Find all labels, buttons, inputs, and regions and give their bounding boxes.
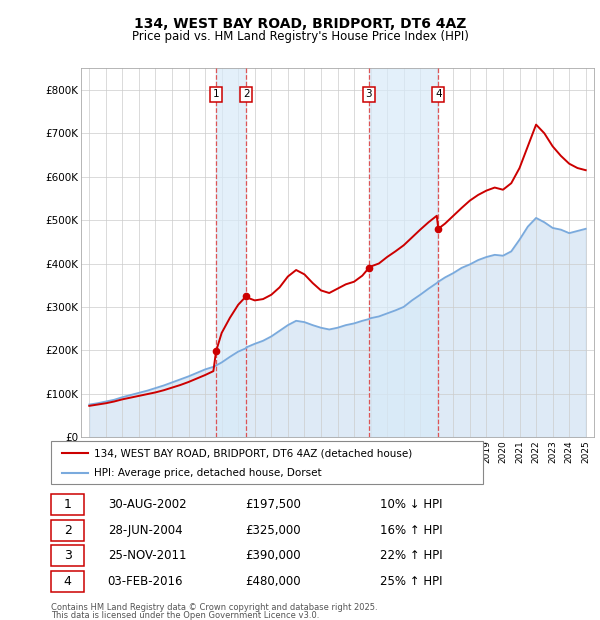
Text: 25-NOV-2011: 25-NOV-2011 (108, 549, 186, 562)
Text: 3: 3 (365, 89, 372, 99)
Text: 30-AUG-2002: 30-AUG-2002 (108, 498, 187, 511)
Text: 25% ↑ HPI: 25% ↑ HPI (380, 575, 443, 588)
Text: £197,500: £197,500 (245, 498, 301, 511)
Text: 28-JUN-2004: 28-JUN-2004 (108, 524, 182, 536)
Text: 3: 3 (64, 549, 71, 562)
Text: 10% ↓ HPI: 10% ↓ HPI (380, 498, 443, 511)
Text: Price paid vs. HM Land Registry's House Price Index (HPI): Price paid vs. HM Land Registry's House … (131, 30, 469, 43)
Text: 134, WEST BAY ROAD, BRIDPORT, DT6 4AZ: 134, WEST BAY ROAD, BRIDPORT, DT6 4AZ (134, 17, 466, 32)
Text: 4: 4 (64, 575, 71, 588)
Text: 22% ↑ HPI: 22% ↑ HPI (380, 549, 443, 562)
Text: HPI: Average price, detached house, Dorset: HPI: Average price, detached house, Dors… (94, 468, 322, 478)
Text: 2: 2 (64, 524, 71, 536)
FancyBboxPatch shape (51, 494, 85, 515)
Text: 134, WEST BAY ROAD, BRIDPORT, DT6 4AZ (detached house): 134, WEST BAY ROAD, BRIDPORT, DT6 4AZ (d… (94, 448, 412, 458)
FancyBboxPatch shape (51, 545, 85, 566)
FancyBboxPatch shape (51, 520, 85, 541)
FancyBboxPatch shape (51, 441, 483, 484)
Text: 4: 4 (435, 89, 442, 99)
Text: £480,000: £480,000 (245, 575, 301, 588)
Text: 1: 1 (213, 89, 220, 99)
Text: 1: 1 (64, 498, 71, 511)
Text: This data is licensed under the Open Government Licence v3.0.: This data is licensed under the Open Gov… (51, 611, 319, 620)
Bar (216, 68, 247, 437)
Bar (369, 68, 438, 437)
Text: Contains HM Land Registry data © Crown copyright and database right 2025.: Contains HM Land Registry data © Crown c… (51, 603, 377, 612)
Text: £325,000: £325,000 (245, 524, 301, 536)
FancyBboxPatch shape (51, 570, 85, 591)
Text: 16% ↑ HPI: 16% ↑ HPI (380, 524, 443, 536)
Text: 03-FEB-2016: 03-FEB-2016 (108, 575, 183, 588)
Text: 2: 2 (243, 89, 250, 99)
Text: £390,000: £390,000 (245, 549, 301, 562)
